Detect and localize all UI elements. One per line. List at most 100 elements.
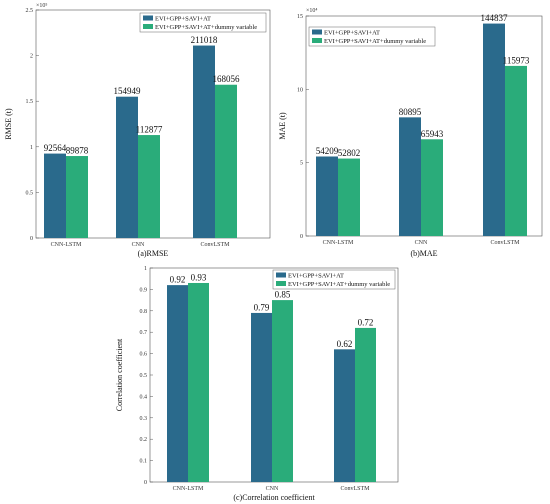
rmse-data-label: 154949 [114, 86, 142, 96]
correlation-chart: 0 0.1 0.2 0.3 0.4 0.5 0.6 0.7 0.8 0.9 1 CNN-LSTM CN… [115, 266, 399, 502]
rmse-x-tick-label: CNN-LSTM [51, 242, 82, 248]
mae-legend-box [308, 26, 436, 47]
mae-y-axis-label: MAE (t) [278, 112, 287, 140]
mae-caption: (b)MAE [410, 249, 437, 258]
rmse-bar [66, 156, 88, 238]
rmse-data-label: 92564 [44, 143, 67, 153]
corr-y-tick-label: 0.3 [140, 416, 148, 422]
mae-bar [483, 23, 505, 236]
corr-bar [188, 282, 209, 482]
mae-y-ticks: 0 5 10 15 [297, 14, 309, 240]
mae-data-label: 80895 [399, 107, 422, 117]
mae-legend-swatch-1 [312, 29, 322, 35]
mae-data-label: 65943 [421, 129, 444, 139]
corr-data-label: 0.92 [170, 275, 186, 285]
mae-x-ticks: CNN-LSTM CNN ConvLSTM [323, 240, 520, 246]
mae-legend-label-2: EVI+GPP+SAVI+AT+dummy variable [324, 38, 426, 45]
correlation-y-ticks: 0 0.1 0.2 0.3 0.4 0.5 0.6 0.7 0.8 0.9 1 [140, 266, 153, 486]
corr-y-tick-label: 0.8 [140, 309, 148, 315]
corr-data-label: 0.79 [254, 302, 270, 312]
corr-y-tick-label: 0.4 [140, 394, 148, 400]
mae-data-labels: 54209 80895 144837 52802 65943 115973 [316, 13, 530, 158]
rmse-legend-label-2: EVI+GPP+SAVI+AT+dummy variable [155, 24, 257, 31]
rmse-bar [116, 96, 138, 238]
mae-y-tick-label: 15 [297, 14, 303, 20]
correlation-legend-label-2: EVI+GPP+SAVI+AT+dummy variable [288, 281, 390, 288]
rmse-data-labels: 92564 154949 211018 89878 112877 168056 [44, 35, 240, 155]
mae-data-label: 144837 [481, 13, 509, 23]
corr-y-tick-label: 0.9 [140, 287, 148, 293]
corr-data-label: 0.62 [337, 339, 353, 349]
rmse-bar [215, 84, 237, 238]
corr-y-tick-label: 0.5 [140, 373, 148, 379]
rmse-x-ticks: CNN-LSTM CNN ConvLSTM [51, 242, 230, 248]
rmse-bar [44, 153, 66, 238]
mae-data-label: 54209 [316, 146, 339, 156]
mae-bar [505, 65, 527, 236]
mae-x-tick-label: CNN-LSTM [323, 240, 354, 246]
corr-bar [251, 312, 272, 482]
rmse-y-tick-label: 2 [30, 54, 33, 60]
rmse-legend-box [139, 12, 267, 33]
mae-legend-swatch-2 [312, 38, 322, 43]
mae-data-label: 115973 [503, 55, 530, 65]
rmse-y-tick-label: 0.5 [26, 190, 34, 196]
mae-bars [316, 23, 527, 236]
mae-y-tick-label: 0 [300, 234, 303, 240]
corr-y-tick-label: 0.7 [140, 330, 148, 336]
rmse-chart: 0 0.5 1 1.5 2 2.5 CNN-LSTM CNN ConvLSTM 92564 15… [4, 3, 271, 258]
corr-y-tick-label: 0 [144, 480, 147, 486]
rmse-x-tick-label: CNN [132, 242, 145, 248]
rmse-bar [193, 45, 215, 239]
correlation-legend-swatch-1 [276, 272, 286, 278]
rmse-data-label: 211018 [191, 35, 218, 45]
corr-y-tick-label: 1 [144, 266, 147, 272]
rmse-data-label: 168056 [213, 74, 241, 84]
rmse-scale-label: ×10⁵ [36, 3, 47, 9]
correlation-y-axis-label: Correlation coefficient [115, 338, 124, 411]
mae-bar [421, 139, 443, 236]
rmse-y-tick-label: 0 [30, 236, 33, 242]
rmse-data-label: 89878 [66, 146, 89, 156]
rmse-legend: EVI+GPP+SAVI+AT EVI+GPP+SAVI+AT+dummy va… [139, 12, 267, 33]
rmse-y-tick-label: 1 [30, 145, 33, 151]
corr-x-tick-label: CNN [266, 486, 279, 492]
mae-bar [316, 156, 338, 236]
corr-data-label: 0.93 [191, 272, 207, 282]
rmse-y-tick-label: 1.5 [26, 99, 34, 105]
corr-x-tick-label: CNN-LSTM [173, 486, 204, 492]
rmse-bar [138, 135, 160, 238]
correlation-legend-label-1: EVI+GPP+SAVI+AT [288, 273, 344, 280]
rmse-data-label: 112877 [136, 125, 163, 135]
corr-x-tick-label: ConvLSTM [340, 486, 370, 492]
corr-data-label: 0.85 [275, 290, 291, 300]
corr-bar [355, 327, 376, 482]
rmse-bars [44, 45, 237, 239]
rmse-x-tick-label: ConvLSTM [200, 242, 230, 248]
mae-x-tick-label: ConvLSTM [490, 240, 520, 246]
mae-legend-label-1: EVI+GPP+SAVI+AT [324, 30, 380, 37]
rmse-legend-label-1: EVI+GPP+SAVI+AT [155, 16, 211, 23]
mae-y-tick-label: 10 [297, 87, 303, 93]
mae-scale-label: ×10⁴ [306, 8, 317, 14]
corr-bar [334, 349, 355, 482]
mae-data-label: 52802 [338, 148, 361, 158]
mae-chart: 0 5 10 15 CNN-LSTM CNN ConvLSTM 54209 80895 144… [278, 8, 543, 258]
mae-legend: EVI+GPP+SAVI+AT EVI+GPP+SAVI+AT+dummy va… [308, 26, 436, 47]
rmse-caption: (a)RMSE [138, 249, 169, 258]
rmse-y-axis-label: RMSE (t) [4, 108, 13, 140]
corr-y-tick-label: 0.1 [140, 459, 148, 465]
correlation-legend-swatch-2 [276, 281, 286, 286]
corr-bar [167, 285, 188, 482]
correlation-bars [167, 282, 376, 482]
mae-y-tick-label: 5 [300, 161, 303, 167]
correlation-caption: (c)Correlation coefficient [233, 493, 315, 502]
rmse-legend-swatch-1 [143, 15, 153, 21]
corr-bar [272, 300, 293, 482]
corr-y-tick-label: 0.2 [140, 437, 148, 443]
mae-bar [399, 117, 421, 236]
corr-y-tick-label: 0.6 [140, 352, 148, 358]
mae-bar [338, 158, 360, 236]
correlation-data-labels: 0.92 0.79 0.62 0.93 0.85 0.72 [170, 272, 374, 348]
